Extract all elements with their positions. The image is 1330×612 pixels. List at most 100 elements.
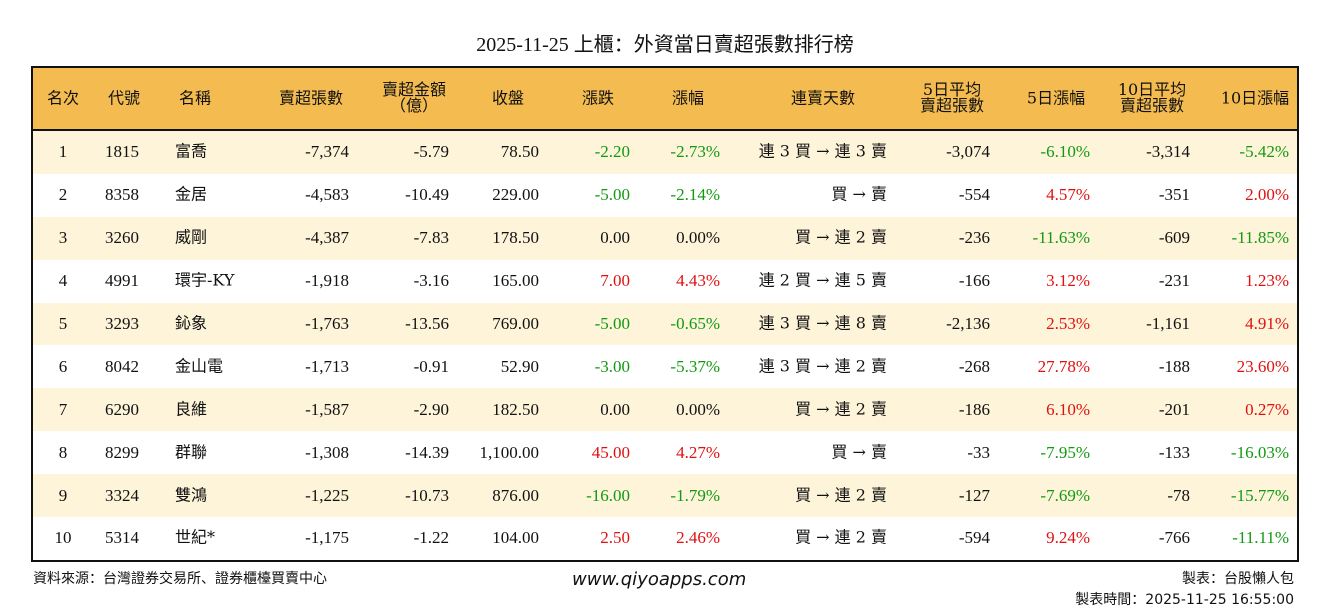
cell-rank: 4: [58, 271, 68, 291]
generated-time: 製表時間：2025-11-25 16:55:00: [1075, 592, 1294, 608]
table-row: 2 8358 金居 -4,583 -10.49 229.00 -5.00 -2.14% 買 → …: [33, 174, 1297, 217]
cell-change: -5.00: [594, 185, 630, 205]
cell-close: 182.50: [492, 399, 539, 419]
cell-streak: 買 → 賣: [831, 184, 887, 204]
author: 製表：台股懶人包: [1182, 571, 1294, 587]
header-pct10: 10日漲幅: [1220, 88, 1290, 108]
cell-pct10: -15.77%: [1230, 485, 1289, 505]
cell-change-pct: 0.00%: [676, 399, 720, 419]
cell-avg10-volume: -1,161: [1146, 314, 1190, 334]
cell-close: 1,100.00: [479, 442, 540, 462]
header-streak: 連賣天數: [790, 88, 856, 108]
website-link[interactable]: www.qiyoapps.com: [572, 569, 747, 590]
cell-avg5-volume: -186: [958, 399, 990, 419]
table-header: 名次 代號 名稱 賣超張數 賣超金額 （億） 收盤 漲跌 漲幅 連賣天數 5日平均 賣超張數 5日漲…: [33, 68, 1297, 131]
cell-name: 群聯: [175, 442, 208, 462]
cell-avg5-volume: -554: [958, 185, 990, 205]
data-source: 資料來源：台灣證券交易所、證券櫃檯買賣中心: [33, 571, 327, 587]
cell-avg5-volume: -3,074: [946, 142, 990, 162]
cell-pct10: 0.27%: [1245, 399, 1289, 419]
cell-avg10-volume: -351: [1158, 185, 1190, 205]
cell-pct5: 3.12%: [1046, 271, 1090, 291]
cell-avg10-volume: -188: [1158, 356, 1190, 376]
cell-code: 8358: [105, 185, 139, 205]
cell-rank: 8: [58, 442, 68, 462]
cell-change-pct: -2.73%: [670, 142, 720, 162]
cell-avg10-volume: -766: [1158, 528, 1190, 548]
table-row: 6 8042 金山電 -1,713 -0.91 52.90 -3.00 -5.37% 連 3 買…: [33, 345, 1297, 388]
table-row: 10 5314 世紀* -1,175 -1.22 104.00 2.50 2.46% 買 → 連…: [33, 517, 1297, 560]
cell-avg5-volume: -166: [958, 271, 990, 291]
cell-close: 178.50: [492, 228, 539, 248]
cell-change-pct: 2.46%: [676, 528, 720, 548]
cell-code: 5314: [105, 528, 139, 548]
cell-close: 165.00: [492, 271, 539, 291]
cell-change-pct: 4.43%: [676, 271, 720, 291]
cell-pct5: -7.69%: [1040, 485, 1090, 505]
cell-net-sell-amount: -10.49: [405, 185, 449, 205]
cell-streak: 買 → 賣: [831, 442, 887, 462]
cell-net-sell-amount: -7.83: [413, 228, 449, 248]
header-net-sell-amount: 賣超金額 （億）: [381, 79, 447, 116]
cell-change: -5.00: [594, 314, 630, 334]
cell-pct10: 4.91%: [1245, 314, 1289, 334]
cell-avg5-volume: -594: [958, 528, 990, 548]
cell-code: 6290: [105, 399, 139, 419]
cell-pct10: 23.60%: [1236, 356, 1289, 376]
header-net-sell-volume: 賣超張數: [278, 88, 344, 108]
cell-avg10-volume: -609: [1158, 228, 1190, 248]
cell-close: 769.00: [492, 314, 539, 334]
cell-streak: 連 3 買 → 連 3 賣: [758, 142, 887, 162]
cell-rank: 7: [58, 399, 68, 419]
header-close: 收盤: [491, 88, 525, 108]
cell-pct5: 4.57%: [1046, 185, 1090, 205]
cell-name: 良維: [175, 399, 208, 419]
header-pct5: 5日漲幅: [1026, 88, 1086, 108]
cell-avg10-volume: -231: [1158, 271, 1190, 291]
cell-name: 鈊象: [175, 313, 208, 333]
cell-avg5-volume: -127: [958, 485, 990, 505]
cell-change-pct: 4.27%: [676, 442, 720, 462]
table-row: 4 4991 環宇-KY -1,918 -3.16 165.00 7.00 4.43% 連 2 …: [33, 260, 1297, 303]
cell-net-sell-volume: -1,587: [305, 399, 349, 419]
cell-change: 0.00: [600, 228, 630, 248]
cell-rank: 1: [58, 142, 68, 162]
cell-net-sell-volume: -1,713: [305, 356, 349, 376]
cell-streak: 買 → 連 2 賣: [795, 485, 887, 505]
cell-streak: 連 3 買 → 連 2 賣: [758, 356, 887, 376]
cell-net-sell-volume: -4,583: [305, 185, 349, 205]
cell-net-sell-volume: -1,763: [305, 314, 349, 334]
cell-pct5: -6.10%: [1040, 142, 1090, 162]
table-row: 7 6290 良維 -1,587 -2.90 182.50 0.00 0.00% 買 → 連 2…: [33, 388, 1297, 432]
cell-avg10-volume: -3,314: [1146, 142, 1190, 162]
cell-code: 1815: [105, 142, 139, 162]
table-row: 8 8299 群聯 -1,308 -14.39 1,100.00 45.00 4.27% 買 →…: [33, 431, 1297, 474]
cell-avg5-volume: -236: [958, 228, 990, 248]
cell-change-pct: -5.37%: [670, 356, 720, 376]
cell-rank: 9: [58, 485, 68, 505]
table-body: 1 1815 富喬 -7,374 -5.79 78.50 -2.20 -2.73% 連 3 買 …: [33, 131, 1297, 560]
cell-pct10: -16.03%: [1230, 442, 1289, 462]
cell-streak: 連 2 買 → 連 5 賣: [758, 270, 887, 290]
cell-close: 229.00: [492, 185, 539, 205]
cell-streak: 買 → 連 2 賣: [795, 528, 887, 548]
cell-change-pct: -0.65%: [670, 314, 720, 334]
header-code: 代號: [107, 88, 141, 108]
cell-avg10-volume: -78: [1167, 485, 1190, 505]
cell-name: 威剛: [175, 227, 208, 247]
cell-net-sell-amount: -0.91: [413, 356, 449, 376]
header-name: 名稱: [178, 88, 212, 108]
cell-net-sell-volume: -1,175: [305, 528, 349, 548]
cell-pct5: 9.24%: [1046, 528, 1090, 548]
cell-change: -2.20: [594, 142, 630, 162]
cell-close: 104.00: [492, 528, 539, 548]
cell-change: 7.00: [600, 271, 630, 291]
cell-change-pct: -2.14%: [670, 185, 720, 205]
cell-net-sell-amount: -1.22: [413, 528, 449, 548]
table-row: 3 3260 威剛 -4,387 -7.83 178.50 0.00 0.00% 買 → 連 2…: [33, 216, 1297, 260]
cell-code: 8299: [105, 442, 139, 462]
cell-streak: 買 → 連 2 賣: [795, 227, 887, 247]
cell-change-pct: -1.79%: [670, 485, 720, 505]
cell-code: 3293: [105, 314, 139, 334]
cell-rank: 5: [58, 314, 68, 334]
